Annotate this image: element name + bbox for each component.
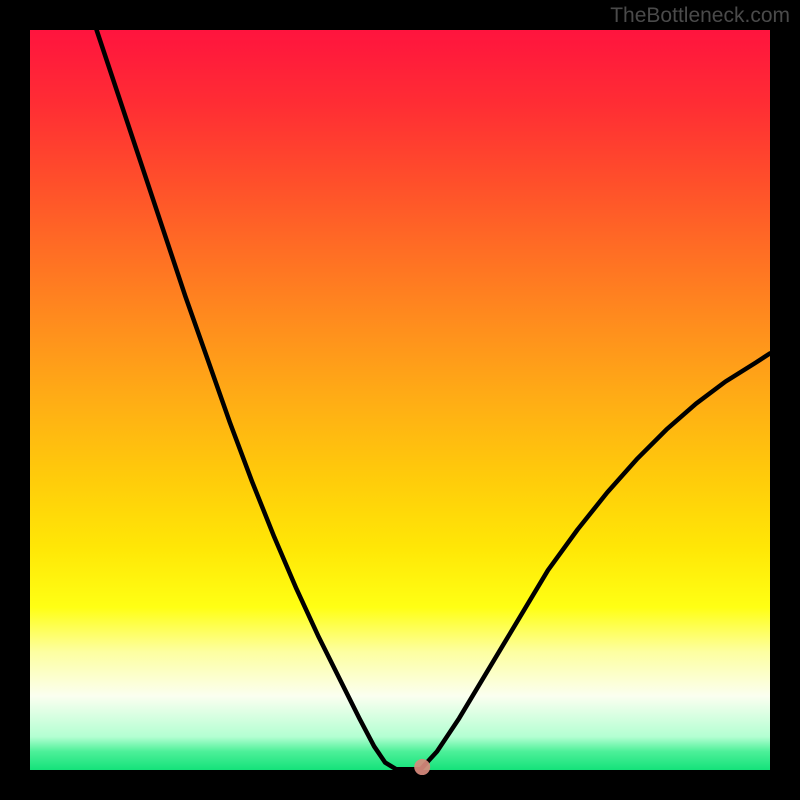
- optimum-marker: [414, 759, 430, 775]
- credit-text: TheBottleneck.com: [610, 4, 790, 28]
- chart-wrapper: TheBottleneck.com: [0, 0, 800, 800]
- bottleneck-curve-chart: [0, 0, 800, 800]
- plot-gradient-background: [30, 30, 770, 770]
